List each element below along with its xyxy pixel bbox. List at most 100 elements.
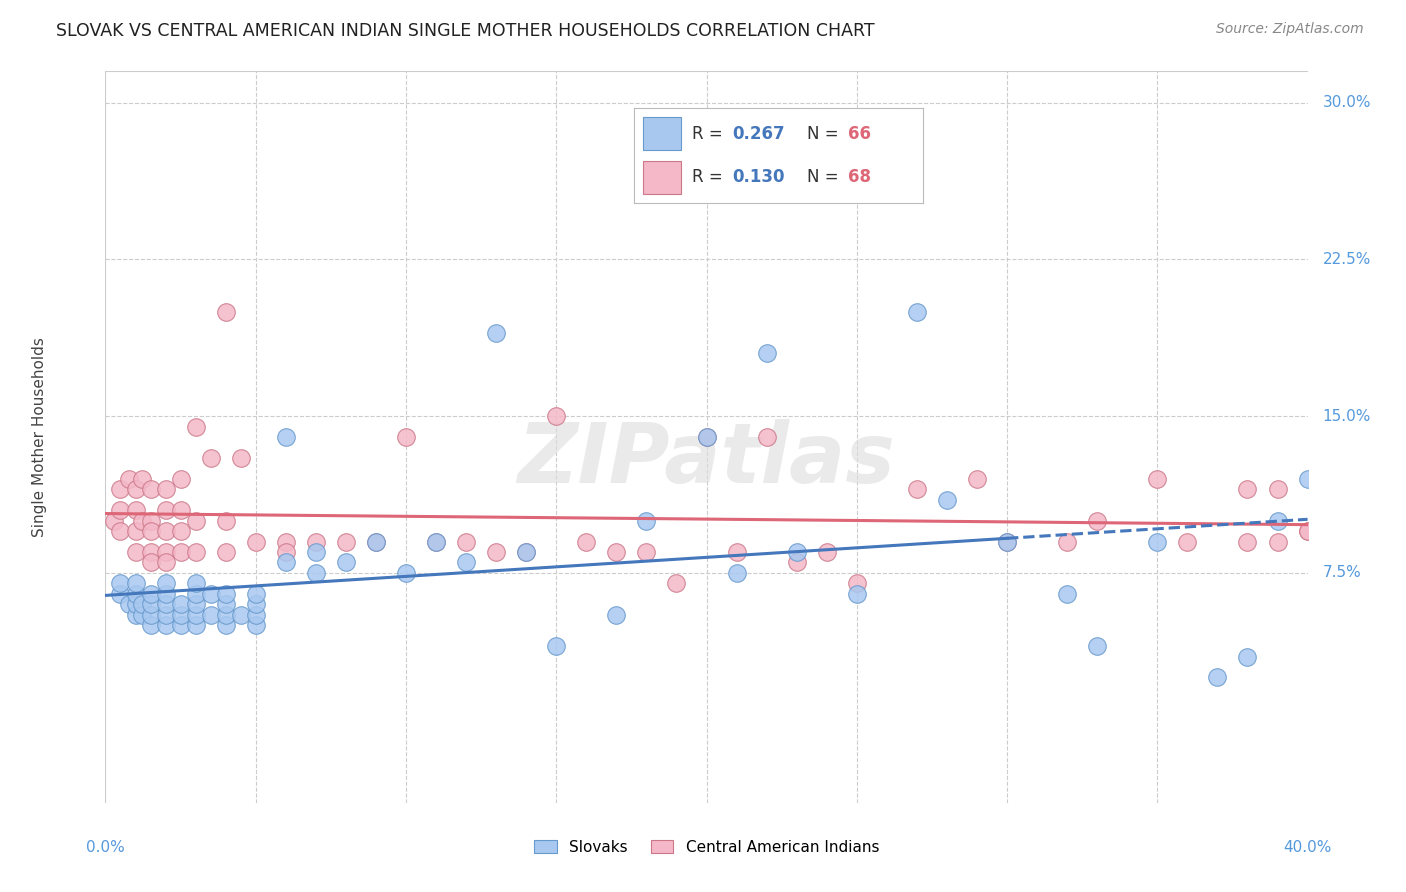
Legend: Slovaks, Central American Indians: Slovaks, Central American Indians (527, 834, 886, 861)
Point (155, 576, 177, 591)
Text: 66: 66 (848, 125, 870, 143)
Point (169, 545, 191, 559)
Point (139, 556, 162, 570)
Point (515, 545, 537, 559)
Point (110, 503, 132, 517)
Point (245, 607, 267, 622)
Point (124, 483, 146, 497)
Point (1267, 483, 1289, 497)
Point (169, 607, 191, 622)
Point (995, 534, 1018, 549)
Point (1056, 534, 1078, 549)
Point (169, 472, 191, 486)
Point (110, 587, 132, 601)
Text: Single Mother Households: Single Mother Households (32, 337, 46, 537)
Point (966, 472, 988, 486)
Point (575, 534, 598, 549)
Point (1146, 472, 1168, 486)
Point (184, 419, 207, 434)
Point (725, 566, 748, 580)
Point (214, 618, 236, 632)
Point (200, 607, 222, 622)
Point (155, 483, 177, 497)
Point (274, 430, 297, 444)
Point (305, 534, 328, 549)
Point (845, 576, 868, 591)
Point (636, 514, 658, 528)
Point (103, 514, 125, 528)
Point (454, 556, 477, 570)
Point (936, 492, 959, 507)
Text: ZIPatlas: ZIPatlas (517, 418, 896, 500)
Point (110, 524, 132, 538)
Text: N =: N = (807, 169, 845, 186)
Point (1175, 534, 1198, 549)
Point (636, 545, 658, 559)
Point (139, 618, 162, 632)
Point (184, 607, 207, 622)
Point (274, 545, 297, 559)
Point (245, 534, 267, 549)
Point (274, 534, 297, 549)
Text: R =: R = (692, 125, 728, 143)
Point (214, 545, 236, 559)
Text: SLOVAK VS CENTRAL AMERICAN INDIAN SINGLE MOTHER HOUSEHOLDS CORRELATION CHART: SLOVAK VS CENTRAL AMERICAN INDIAN SINGLE… (56, 22, 875, 40)
Point (454, 534, 477, 549)
Point (335, 534, 357, 549)
Point (131, 514, 153, 528)
Point (995, 534, 1018, 549)
Point (665, 576, 688, 591)
Point (1236, 534, 1258, 549)
Point (1236, 483, 1258, 497)
Text: 40.0%: 40.0% (1284, 840, 1331, 855)
Point (605, 545, 627, 559)
Point (184, 514, 207, 528)
Point (155, 545, 177, 559)
Point (1085, 514, 1108, 528)
Point (1296, 524, 1319, 538)
Point (139, 587, 162, 601)
Text: 0.267: 0.267 (733, 125, 785, 143)
Point (305, 566, 328, 580)
Point (725, 545, 748, 559)
Point (546, 639, 568, 653)
Point (245, 618, 267, 632)
Point (139, 597, 162, 611)
Point (1206, 670, 1229, 684)
Point (118, 597, 141, 611)
Point (155, 556, 177, 570)
Point (1236, 649, 1258, 664)
Point (131, 472, 153, 486)
Point (184, 576, 207, 591)
Bar (643, 161, 681, 194)
Point (200, 450, 222, 465)
Point (1085, 639, 1108, 653)
Point (110, 576, 132, 591)
Point (139, 483, 162, 497)
Bar (643, 118, 681, 150)
Point (485, 326, 508, 340)
Point (515, 545, 537, 559)
Point (1267, 534, 1289, 549)
Point (110, 483, 132, 497)
Point (755, 430, 778, 444)
Point (155, 503, 177, 517)
Point (425, 534, 447, 549)
Point (139, 514, 162, 528)
Point (214, 587, 236, 601)
Point (815, 545, 838, 559)
Point (364, 534, 387, 549)
Point (245, 597, 267, 611)
Point (184, 587, 207, 601)
Point (214, 514, 236, 528)
Point (786, 545, 808, 559)
Point (786, 556, 808, 570)
Point (169, 524, 191, 538)
Point (395, 566, 418, 580)
Point (696, 430, 718, 444)
Point (214, 304, 236, 318)
Point (395, 430, 418, 444)
Point (169, 503, 191, 517)
Point (124, 587, 146, 601)
Point (155, 587, 177, 601)
